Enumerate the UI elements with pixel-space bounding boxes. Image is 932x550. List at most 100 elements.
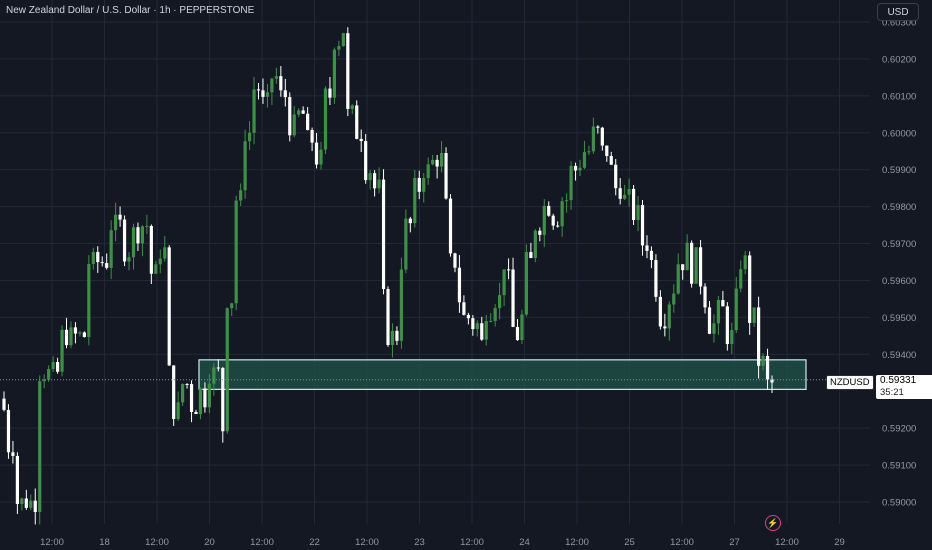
candle-body: [181, 383, 185, 403]
candle-body: [578, 167, 582, 171]
x-tick-label: 12:00: [250, 537, 274, 548]
candle-body: [560, 201, 564, 227]
y-tick-label: 0.60300: [882, 18, 916, 29]
candle-body: [676, 264, 680, 294]
candle-body: [739, 269, 743, 289]
support-zone-rect: [198, 359, 807, 390]
candle-body: [515, 326, 520, 341]
candle-body: [672, 293, 676, 305]
candle-body: [565, 200, 569, 202]
candle-body: [475, 323, 479, 330]
candle-body: [234, 200, 238, 304]
candle-body: [551, 215, 555, 226]
symbol-title: New Zealand Dollar / U.S. Dollar · 1h · …: [6, 5, 255, 16]
candle-body: [547, 205, 551, 216]
candle-body: [239, 190, 243, 201]
candle-body: [189, 384, 194, 412]
candle-body: [605, 145, 609, 157]
candle-body: [149, 226, 153, 274]
candle-body: [114, 214, 118, 231]
candle-body: [78, 332, 82, 334]
candle-body: [770, 379, 774, 383]
candle-body: [323, 88, 328, 150]
lightning-bolt-icon[interactable]: ⚡: [765, 515, 781, 531]
candle-body: [127, 257, 131, 262]
candle-series: [2, 27, 774, 525]
candle-body: [122, 219, 127, 262]
candle-body: [703, 286, 707, 308]
y-tick-label: 0.59900: [882, 165, 916, 176]
candle-body: [185, 383, 189, 385]
candle-body: [2, 398, 6, 410]
candle-body: [431, 159, 435, 165]
candle-body: [636, 205, 640, 221]
candle-body: [47, 368, 51, 380]
candle-body: [748, 255, 752, 323]
candle-body: [462, 302, 466, 315]
candle-body: [377, 179, 381, 189]
candle-body: [359, 138, 363, 142]
candle-body: [225, 308, 229, 432]
candle-body: [757, 307, 761, 366]
candle-body: [252, 89, 256, 133]
candle-body: [24, 498, 28, 508]
candle-body: [364, 141, 368, 181]
candle-body: [520, 314, 524, 341]
candle-body: [136, 227, 140, 244]
candle-body: [422, 178, 426, 192]
price-axis: 0.60300 0.60200 0.60100 0.60000 0.59900 0.598…: [882, 18, 916, 509]
candle-body: [118, 214, 122, 220]
candle-body: [457, 267, 462, 303]
y-tick-label: 0.59600: [882, 276, 916, 287]
candle-body: [596, 126, 600, 128]
candle-body: [587, 151, 591, 153]
candle-body: [64, 329, 69, 346]
candle-body: [33, 500, 37, 512]
candle-body: [730, 330, 734, 345]
y-tick-label: 0.59500: [882, 313, 916, 324]
candle-body: [725, 306, 729, 345]
candle-body: [573, 165, 578, 171]
candle-body: [600, 127, 604, 146]
candle-body: [306, 113, 310, 130]
time-axis: 12:00 18 12:00 20 12:00 22 12:00 23 12:00 24 12:00…: [40, 537, 845, 548]
x-tick-label: 18: [99, 537, 110, 548]
candle-body: [297, 110, 301, 115]
candle-body: [390, 330, 395, 346]
y-tick-label: 0.59100: [882, 461, 916, 472]
candle-body: [131, 227, 136, 258]
candle-body: [176, 402, 180, 419]
candle-body: [230, 303, 234, 309]
candle-body: [506, 269, 511, 271]
candle-body: [270, 78, 274, 93]
candle-body: [381, 179, 386, 290]
candle-body: [216, 367, 220, 369]
symbol-price-label: NZDUSD: [826, 375, 874, 390]
currency-button[interactable]: USD: [877, 3, 919, 21]
candle-body: [15, 455, 19, 504]
x-tick-label: 12:00: [460, 537, 484, 548]
x-tick-label: 12:00: [355, 537, 379, 548]
y-tick-label: 0.59000: [882, 498, 916, 509]
candle-body: [591, 126, 595, 152]
candle-body: [408, 218, 412, 224]
candle-body: [221, 367, 225, 432]
candle-body: [247, 132, 252, 142]
candle-body: [140, 226, 145, 244]
candle-body: [658, 296, 662, 327]
candle-body: [20, 498, 24, 504]
candle-body: [274, 76, 278, 79]
candle-body: [319, 149, 323, 165]
candle-body: [314, 142, 319, 165]
candle-body: [69, 327, 73, 346]
candle-body: [690, 242, 694, 284]
candle-body: [556, 225, 560, 227]
candle-body: [55, 362, 60, 372]
candle-body: [533, 230, 537, 258]
candle-body: [623, 194, 627, 199]
candle-body: [368, 173, 372, 181]
candle-body: [694, 247, 698, 284]
candle-body: [404, 218, 408, 270]
candle-body: [698, 247, 703, 287]
